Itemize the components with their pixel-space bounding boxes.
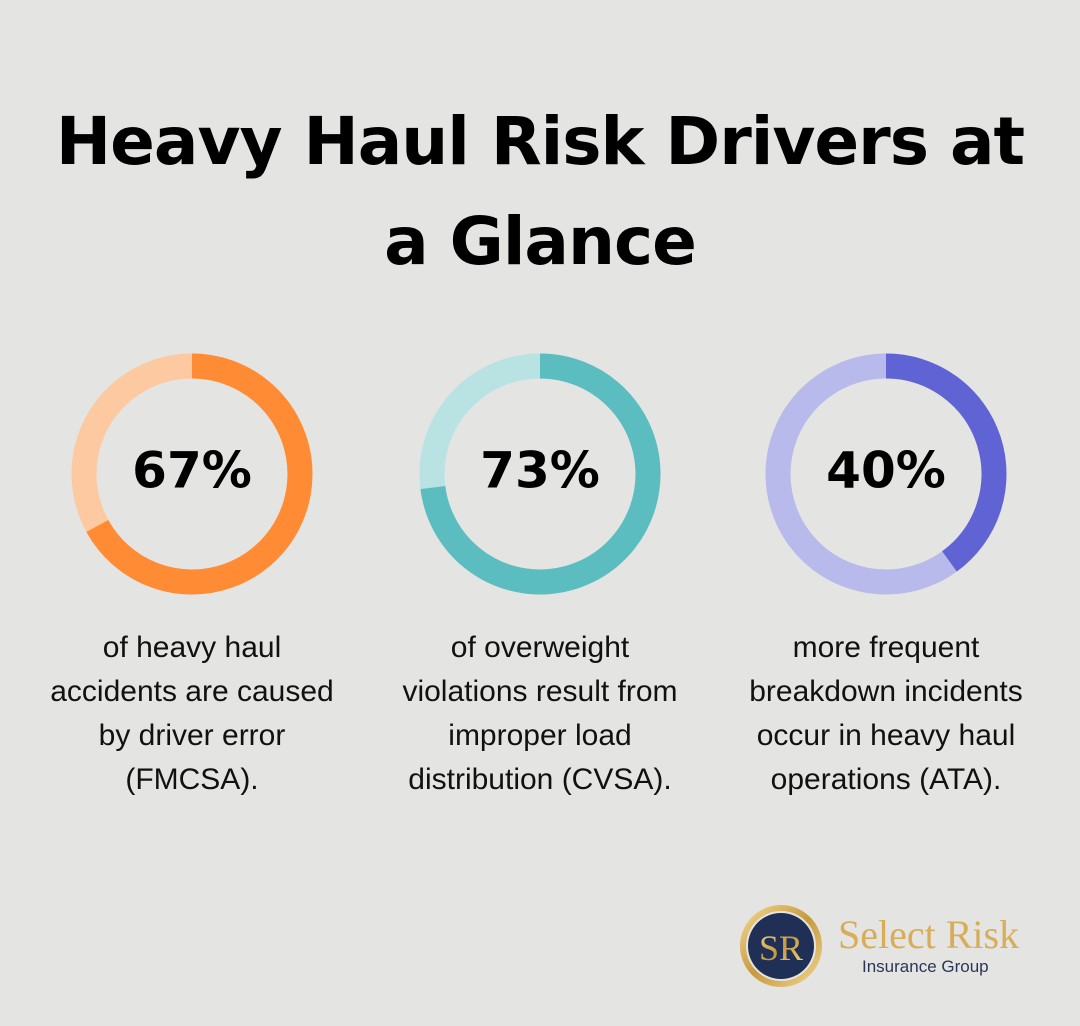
value-label: 67%	[132, 442, 252, 500]
donut-arc	[86, 353, 313, 595]
caption-line: violations result from	[402, 675, 677, 708]
caption-line: of overweight	[451, 631, 630, 664]
logo-disc	[748, 913, 814, 979]
caption-line: accidents are caused	[50, 675, 334, 708]
donut-arc	[420, 353, 661, 595]
logo-ring	[740, 905, 822, 987]
caption-line: breakdown incidents	[749, 675, 1023, 708]
caption-line: occur in heavy haul	[757, 719, 1016, 752]
logo-tagline: Insurance Group	[862, 957, 989, 976]
logo-name: Select Risk	[838, 912, 1019, 957]
donut-arc	[885, 353, 1007, 572]
value-label: 40%	[826, 442, 946, 500]
caption-line: operations (ATA).	[771, 763, 1002, 796]
caption-line: more frequent	[793, 631, 980, 664]
title: Heavy Haul Risk Drivers at a Glance	[55, 103, 1025, 280]
logo-monogram: SR	[759, 928, 803, 968]
caption-line: improper load	[448, 719, 631, 752]
caption-line: distribution (CVSA).	[408, 763, 671, 796]
caption-line: of heavy haul	[103, 631, 281, 664]
value-label: 73%	[480, 442, 600, 500]
caption-line: (FMCSA).	[125, 763, 258, 796]
caption-line: by driver error	[99, 719, 286, 752]
